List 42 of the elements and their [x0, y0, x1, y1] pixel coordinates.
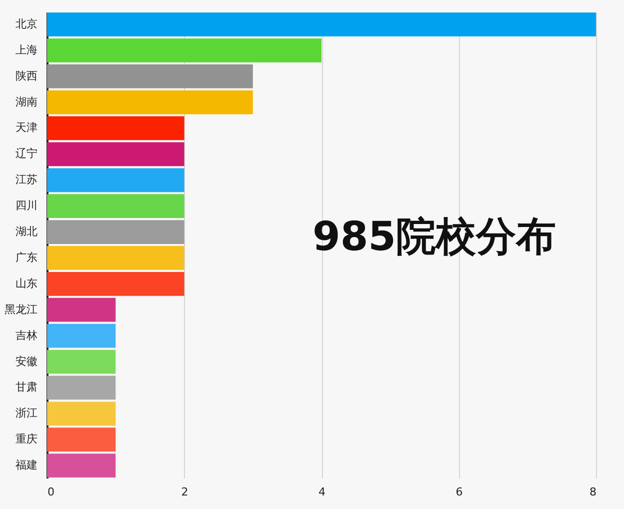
y-tick-label: 吉林	[16, 328, 38, 342]
bar	[47, 12, 596, 36]
y-tick-label: 湖北	[16, 225, 38, 238]
y-tick-label: 浙江	[16, 406, 38, 420]
x-tick-label: 8	[590, 486, 596, 498]
bar	[47, 272, 184, 296]
bar	[47, 142, 184, 166]
bar	[47, 194, 184, 218]
y-tick-label: 北京	[16, 17, 38, 30]
bar	[47, 376, 116, 400]
bar	[47, 168, 184, 192]
y-tick-label: 广东	[16, 250, 38, 264]
y-tick-label: 山东	[16, 276, 38, 290]
y-tick-label: 江苏	[16, 173, 38, 186]
bar	[47, 324, 116, 348]
y-tick-label: 福建	[16, 458, 38, 472]
y-tick-label: 陕西	[16, 69, 38, 82]
y-tick-label: 甘肃	[16, 380, 38, 394]
x-tick-label: 0	[48, 486, 54, 498]
y-tick-label: 上海	[16, 43, 38, 56]
x-tick-label: 6	[456, 486, 463, 498]
bar	[47, 64, 253, 88]
text: 985院校分布	[312, 214, 556, 260]
bar	[47, 350, 116, 374]
bar	[47, 38, 322, 62]
y-tick-label: 重庆	[16, 432, 38, 446]
bar	[47, 220, 184, 244]
x-tick-label: 2	[181, 486, 188, 498]
y-tick-label: 湖南	[16, 95, 38, 108]
y-tick-label: 天津	[16, 121, 38, 134]
bar	[47, 298, 116, 322]
bar	[47, 454, 116, 478]
bar	[47, 246, 184, 270]
bar	[47, 402, 116, 426]
bar	[47, 116, 184, 140]
y-tick-label: 黑龙江	[4, 302, 38, 316]
bar	[47, 428, 116, 452]
y-tick-label: 四川	[16, 199, 38, 212]
y-tick-label: 辽宁	[16, 147, 38, 160]
y-tick-label: 安徽	[16, 354, 38, 368]
x-tick-label: 4	[318, 486, 326, 498]
bar	[47, 90, 253, 114]
